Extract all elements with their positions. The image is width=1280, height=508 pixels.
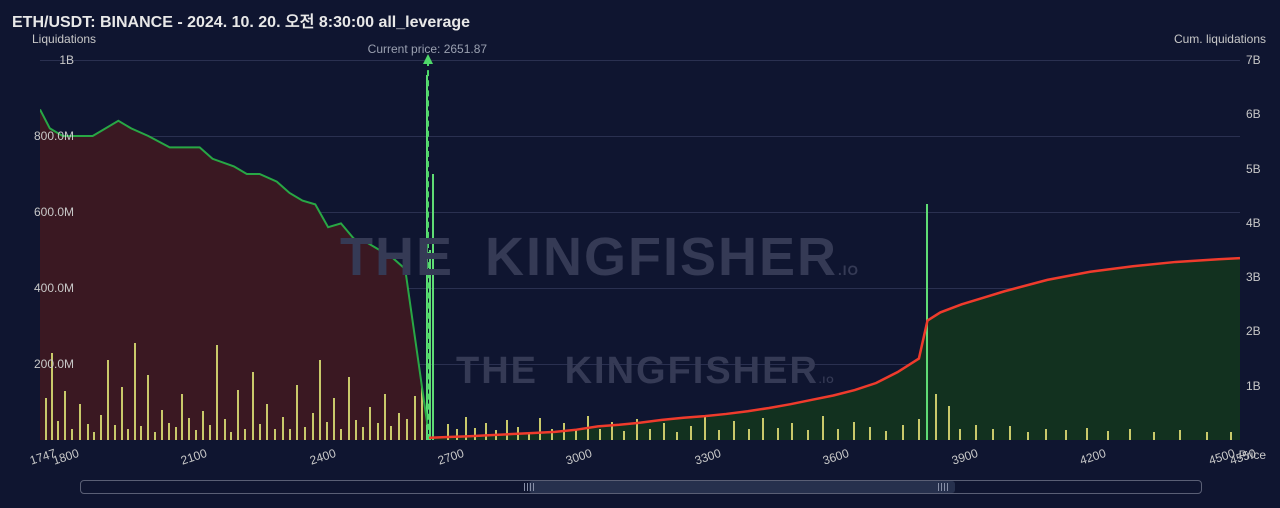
x-tick: 3600 [821, 446, 851, 468]
current-price-label: Current price: 2651.87 [368, 42, 487, 56]
scrollbar-handle[interactable] [529, 481, 955, 493]
y-tick-right: 7B [1246, 53, 1280, 67]
y-tick-left: 1B [34, 53, 74, 67]
range-scrollbar[interactable] [80, 480, 1202, 494]
chart-plot-area: Current price: 2651.87 200.0M400.0M600.0… [40, 60, 1240, 440]
y-tick-right: 2B [1246, 324, 1280, 338]
x-tick: 1800 [51, 446, 81, 468]
x-tick: 4200 [1078, 446, 1108, 468]
chart-title: ETH/USDT: BINANCE - 2024. 10. 20. 오전 8:3… [12, 8, 470, 32]
scrollbar-grip-left[interactable] [524, 483, 534, 491]
y-tick-right: 6B [1246, 107, 1280, 121]
scrollbar-grip-right[interactable] [938, 483, 948, 491]
y-tick-right: 1B [1246, 379, 1280, 393]
y-axis-right-label: Cum. liquidations [1174, 32, 1266, 46]
y-axis-left-label: Liquidations [32, 32, 96, 46]
x-tick: 2700 [436, 446, 466, 468]
x-tick: 3300 [693, 446, 723, 468]
y-tick-left: 200.0M [34, 357, 74, 371]
cumulative-lines [40, 60, 1240, 440]
y-tick-right: 4B [1246, 216, 1280, 230]
x-tick: 2400 [308, 446, 338, 468]
y-tick-left: 600.0M [34, 205, 74, 219]
y-tick-right: 5B [1246, 162, 1280, 176]
y-tick-right: 3B [1246, 270, 1280, 284]
y-tick-left: 400.0M [34, 281, 74, 295]
x-tick: 3000 [564, 446, 594, 468]
current-price-line [427, 60, 429, 440]
y-tick-left: 800.0M [34, 129, 74, 143]
x-tick: 2100 [179, 446, 209, 468]
x-tick: 3900 [950, 446, 980, 468]
